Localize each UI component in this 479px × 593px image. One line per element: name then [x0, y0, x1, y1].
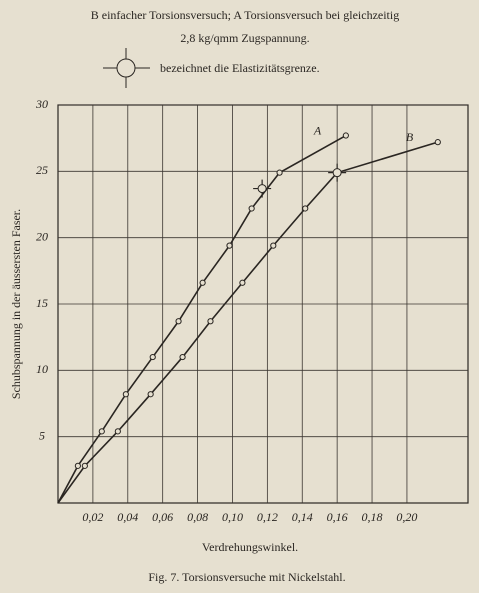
data-point — [98, 428, 105, 435]
data-point — [81, 462, 88, 469]
header-line: 2,8 kg/qmm Zugspannung. — [180, 31, 309, 45]
x-tick-label: 0,06 — [152, 510, 173, 524]
data-point — [434, 139, 441, 146]
y-tick-label: 10 — [36, 362, 48, 376]
data-point — [147, 391, 154, 398]
y-tick-label: 15 — [36, 296, 48, 310]
caption: Fig. 7. Torsionsversuche mit Nickelstahl… — [148, 570, 345, 584]
data-point — [122, 391, 129, 398]
data-point — [199, 279, 206, 286]
y-tick-label: 25 — [36, 163, 48, 177]
y-tick-label: 5 — [39, 428, 45, 442]
data-point — [276, 169, 283, 176]
elastic-limit-marker — [328, 163, 347, 182]
x-tick-label: 0,14 — [292, 510, 313, 524]
x-tick-label: 0,20 — [396, 510, 417, 524]
x-tick-label: 0,02 — [82, 510, 103, 524]
y-axis-label: Schubspannung in der äussersten Faser. — [9, 209, 23, 399]
x-tick-label: 0,10 — [222, 510, 243, 524]
y-tick-label: 20 — [36, 229, 48, 243]
header-line: B einfacher Torsionsversuch; A Torsionsv… — [91, 8, 399, 22]
data-point — [239, 279, 246, 286]
legend-symbol — [103, 48, 150, 88]
data-point — [207, 318, 214, 325]
data-point — [149, 353, 156, 361]
legend-text: bezeichnet die Elastizitätsgrenze. — [160, 61, 320, 75]
data-point — [302, 205, 309, 212]
x-tick-label: 0,18 — [362, 510, 383, 524]
data-point — [270, 242, 277, 249]
data-point — [179, 353, 186, 361]
x-tick-label: 0,16 — [327, 510, 348, 524]
x-tick-label: 0,04 — [117, 510, 138, 524]
series-label: A — [313, 123, 322, 137]
data-point — [114, 428, 121, 435]
data-point — [226, 242, 233, 249]
data-point — [175, 318, 182, 325]
x-tick-label: 0,12 — [257, 510, 278, 524]
y-tick-label: 30 — [35, 97, 48, 111]
series-label: B — [406, 130, 414, 144]
elastic-limit-marker — [253, 179, 272, 198]
data-point — [74, 462, 81, 469]
data-point — [342, 132, 349, 139]
x-axis-label: Verdrehungswinkel. — [202, 540, 298, 554]
data-point — [248, 205, 255, 212]
x-tick-label: 0,08 — [187, 510, 208, 524]
